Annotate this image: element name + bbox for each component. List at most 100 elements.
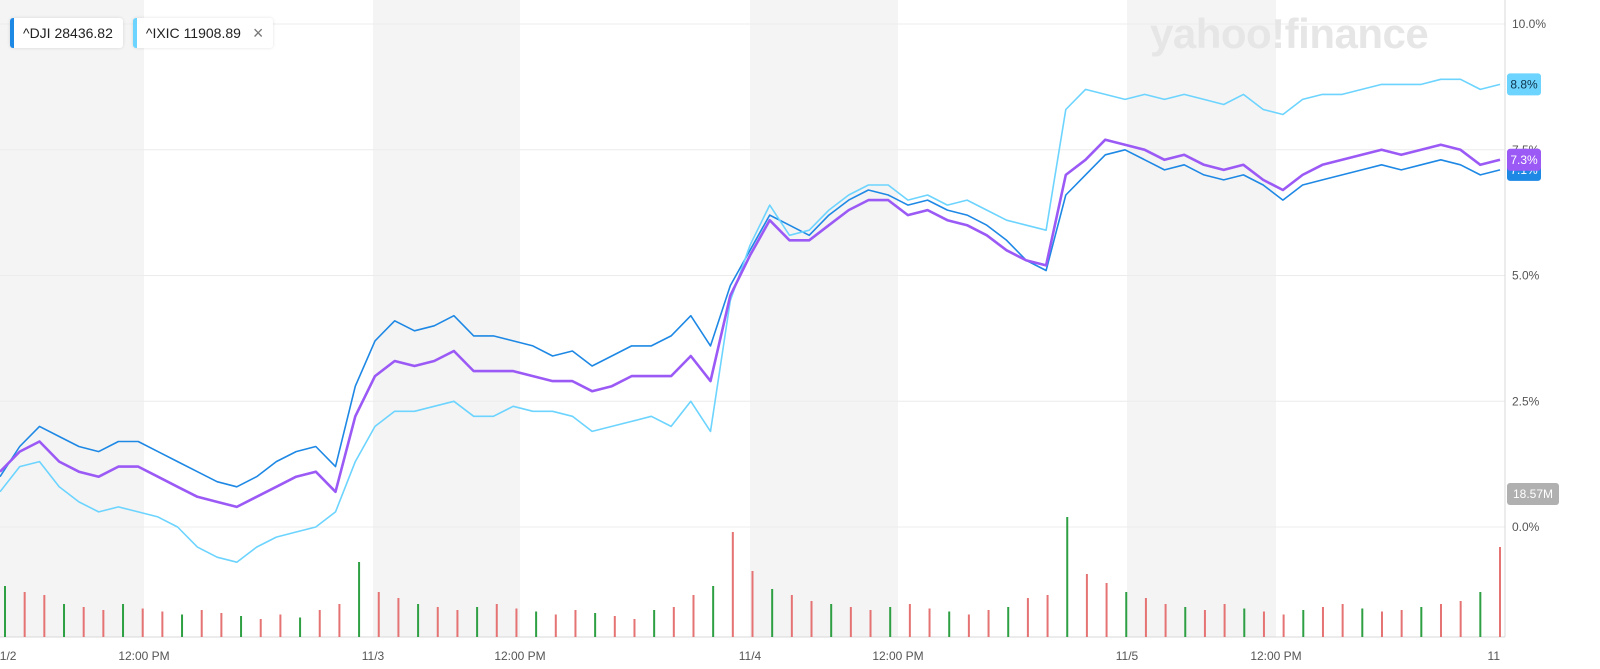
volume-bar [220,613,223,637]
y-tick-label: 10.0% [1512,17,1546,31]
legend-chip-dji[interactable]: ^DJI 28436.82 [10,18,123,48]
volume-bar [122,604,125,637]
x-tick-label: 12:00 PM [118,649,169,663]
volume-bar [1085,574,1088,637]
close-icon[interactable]: × [252,22,264,43]
volume-bar [810,601,813,637]
dji-value: 28436.82 [54,25,113,41]
volume-bar [102,610,105,637]
volume-bar [515,608,518,637]
volume-bar [672,607,675,637]
volume-bar [161,611,164,637]
volume-bar [1026,598,1029,637]
volume-label: 18.57M [1513,487,1553,501]
volume-bar [653,610,656,637]
legend: ^DJI 28436.82 ^IXIC 11908.89 × [10,18,274,48]
volume-bar [1361,608,1364,637]
volume-bar [377,592,380,637]
yahoo-finance-logo: yahoo!finance [1150,10,1429,57]
volume-bar [731,532,734,637]
end-label-box [1507,148,1541,171]
volume-bar [1203,610,1206,637]
volume-bar [967,614,970,637]
ixic-value: 11908.89 [183,25,241,41]
volume-bar [43,595,46,637]
volume-bar [181,614,184,637]
volume-bar [535,611,538,637]
volume-bar [1459,601,1462,637]
volume-bar [397,598,400,637]
volume-bar [987,610,990,637]
end-label: 7.3% [1510,153,1538,167]
series-line [0,149,1501,488]
volume-bar [200,610,203,637]
x-tick-label: 11 [1488,649,1501,663]
volume-bar [692,595,695,637]
volume-bar [594,613,597,637]
y-tick-label: 0.0% [1512,520,1540,534]
volume-bar [1007,607,1010,637]
volume-bar [1144,598,1147,637]
volume-bar [456,610,459,637]
y-tick-label: 5.0% [1512,269,1540,283]
volume-bar [1321,607,1324,637]
volume-bar [436,607,439,637]
session-band [1127,0,1276,637]
series-line [0,78,1501,564]
volume-bar [476,607,479,637]
end-label-box [1507,73,1541,96]
volume-bar [1066,517,1069,637]
volume-bar [1046,595,1049,637]
volume-bar [417,604,420,637]
volume-bar [279,614,282,637]
x-tick-label: 12:00 PM [1250,649,1301,663]
volume-bar [1105,583,1108,637]
volume-bar [23,592,26,637]
volume-bar [495,604,498,637]
volume-bar [1282,614,1285,637]
volume-bar [771,589,774,637]
x-tick-label: 11/3 [362,649,385,663]
volume-bar [1302,610,1305,637]
x-tick-label: 11/4 [739,649,762,663]
volume-bar [1420,607,1423,637]
volume-bar [908,604,911,637]
volume-bar [574,610,577,637]
volume-bar [1243,608,1246,637]
dji-color-bar [10,18,14,48]
volume-bar [1262,611,1265,637]
volume-bar [299,617,302,637]
volume-bar [338,604,341,637]
session-band [373,0,520,637]
volume-bar [633,619,636,637]
volume-bar [554,614,557,637]
volume-bar [240,616,243,637]
session-band [0,0,144,637]
volume-bar [1341,604,1344,637]
legend-chip-ixic[interactable]: ^IXIC 11908.89 × [132,18,274,48]
volume-bar [849,607,852,637]
volume-bar [1479,592,1482,637]
volume-bar [1400,610,1403,637]
volume-bar [1184,607,1187,637]
y-tick-label: 2.5% [1512,394,1540,408]
volume-bar [1164,604,1167,637]
x-tick-label: 11/2 [0,649,17,663]
volume-bar [1125,592,1128,637]
volume-bar [318,610,321,637]
volume-bar [613,616,616,637]
volume-bar [948,611,951,637]
volume-bar [4,586,6,637]
volume-bar [141,608,144,637]
end-label: 8.8% [1510,77,1538,91]
volume-bar [63,604,66,637]
x-tick-label: 11/5 [1116,649,1139,663]
volume-bar [751,571,754,637]
series-line [0,138,1501,509]
ixic-symbol: ^IXIC [145,25,180,41]
volume-bar [1499,547,1501,637]
volume-bar [790,595,793,637]
x-tick-label: 12:00 PM [494,649,545,663]
volume-bar [1439,604,1442,637]
